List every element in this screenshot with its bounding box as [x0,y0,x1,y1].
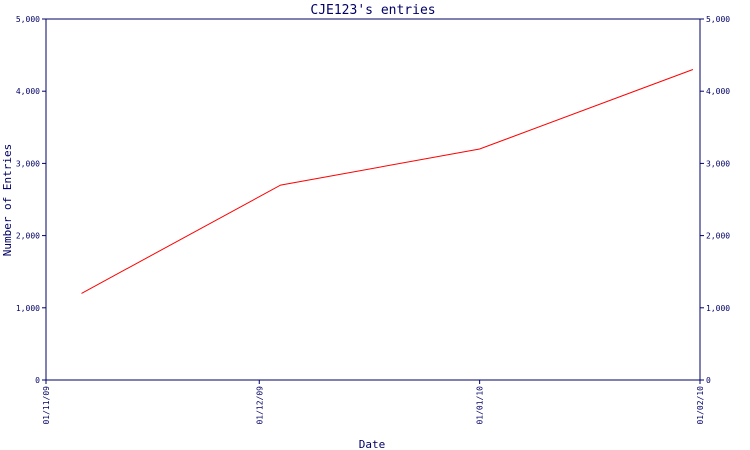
y-tick-label-right: 0 [706,376,711,385]
plot-area: 0 0 1,000 1,000 2,000 2,000 3,000 3,000 4,000 4,0… [16,15,730,425]
x-tick-label: 01/01/10 [476,386,485,425]
y-tick-label-left: 2,000 [16,232,40,241]
y-tick-label-left: 4,000 [16,87,40,96]
y-tick-label-right: 1,000 [706,304,730,313]
y-tick-label-left: 3,000 [16,159,40,168]
y-axis-label: Number of Entries [1,144,14,257]
x-axis-label: Date [359,438,386,450]
series-line [81,69,694,294]
x-tick-label: 01/02/10 [696,386,705,425]
y-tick-label-right: 5,000 [706,15,730,24]
chart-title: CJE123's entries [310,3,435,18]
y-tick-label-left: 5,000 [16,15,40,24]
y-tick-label-left: 1,000 [16,304,40,313]
y-tick-label-right: 3,000 [706,159,730,168]
x-tick-label: 01/12/09 [255,386,264,425]
y-tick-label-right: 2,000 [706,232,730,241]
y-tick-label-right: 4,000 [706,87,730,96]
y-tick-label-left: 0 [35,376,40,385]
plot-frame [45,18,701,381]
x-tick-label: 01/11/09 [42,386,51,425]
